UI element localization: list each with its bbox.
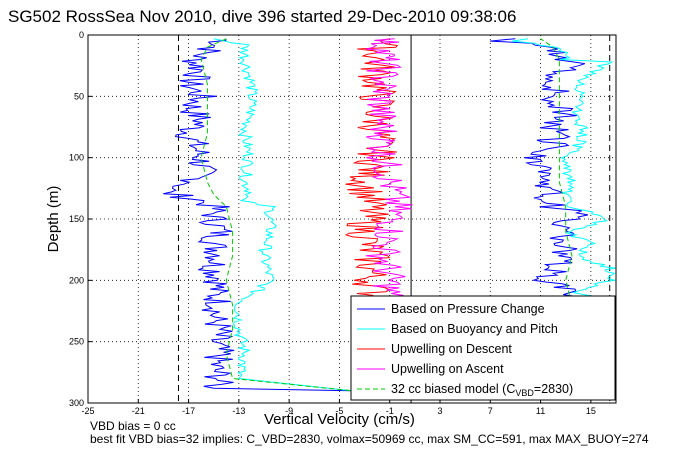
y-tick-label: 100 <box>69 153 84 163</box>
legend-label: Upwelling on Descent <box>391 342 512 356</box>
x-axis-ticks: -25 -21 -17 -13 -9 -5 -1 3 7 11 15 <box>81 399 596 416</box>
x-tick-label: 3 <box>437 406 442 416</box>
footer-vbd-bias: VBD bias = 0 cc <box>90 419 176 433</box>
y-axis-ticks: 0 50 100 150 200 250 300 <box>69 30 92 408</box>
x-axis-label: Vertical Velocity (cm/s) <box>264 411 415 428</box>
x-tick-label: -1 <box>386 406 394 416</box>
x-tick-label: -9 <box>285 406 293 416</box>
legend-box <box>350 295 616 401</box>
x-tick-label: -25 <box>81 406 94 416</box>
x-tick-label: 7 <box>488 406 493 416</box>
legend-label: 32 cc biased model (CVBD=2830) <box>391 382 573 398</box>
y-tick-label: 200 <box>69 275 84 285</box>
y-tick-label: 0 <box>79 30 84 40</box>
x-tick-label: -21 <box>132 406 145 416</box>
y-tick-label: 150 <box>69 214 84 224</box>
legend: Based on Pressure Change Based on Buoyanc… <box>350 295 616 401</box>
series-line <box>163 38 353 392</box>
series-line <box>344 38 399 306</box>
x-tick-label: -13 <box>232 406 245 416</box>
chart-title: SG502 RossSea Nov 2010, dive 396 started… <box>8 7 516 26</box>
series-line <box>200 38 353 392</box>
legend-label: Upwelling on Ascent <box>391 362 504 376</box>
x-tick-label: 11 <box>536 406 545 416</box>
x-tick-label: -5 <box>335 406 343 416</box>
series-line <box>213 38 353 392</box>
y-axis-label: Depth (m) <box>45 186 62 253</box>
y-tick-label: 50 <box>74 91 84 101</box>
footer-best-fit: best fit VBD bias=32 implies: C_VBD=2830… <box>90 432 649 446</box>
legend-label: Based on Pressure Change <box>391 302 545 316</box>
y-tick-label: 300 <box>69 398 84 408</box>
legend-label: Based on Buoyancy and Pitch <box>391 322 558 336</box>
x-tick-label: 15 <box>586 406 596 416</box>
y-tick-label: 250 <box>69 337 84 347</box>
x-tick-label: -17 <box>182 406 195 416</box>
series-line <box>365 38 413 306</box>
